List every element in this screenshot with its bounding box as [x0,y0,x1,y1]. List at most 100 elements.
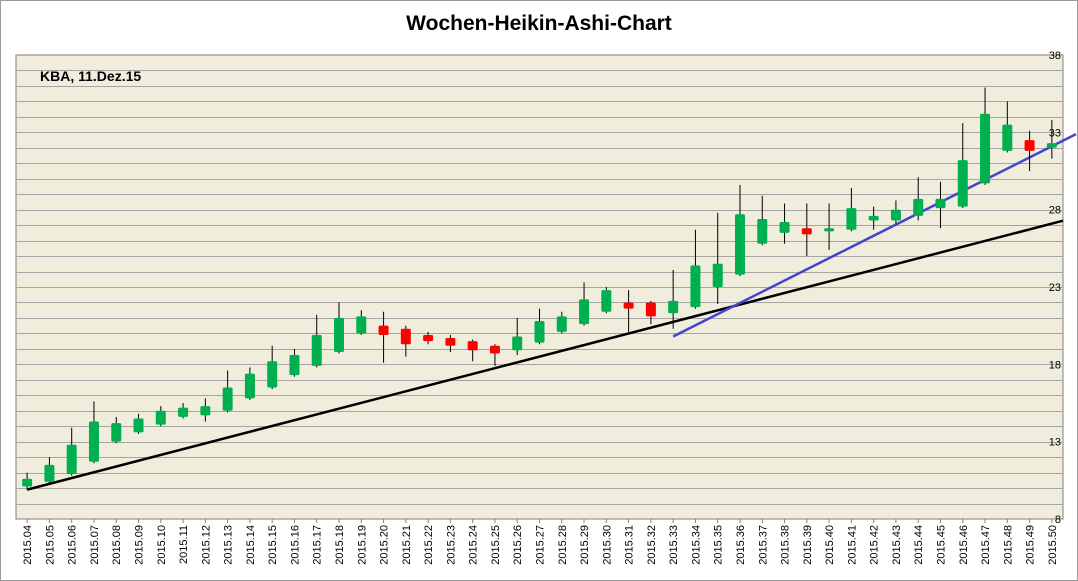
trendline-blue [672,133,1077,338]
candle-body-up [957,160,968,207]
candle-body-up [133,418,144,433]
x-tick-label: 2015.49 [1025,525,1037,565]
candle-body-down [400,328,411,345]
candle [22,472,33,490]
x-tick-label: 2015.11 [178,525,190,564]
y-tick-label: 28 [1049,205,1061,217]
candle [200,398,211,422]
x-tick-label: 2015.31 [624,525,636,565]
candle-body-down [801,228,812,235]
candle-body-up [890,209,901,221]
x-tick-label: 2015.34 [690,525,702,565]
x-tick-label: 2015.17 [312,525,324,565]
x-tick-label: 2015.05 [44,525,56,565]
candle [1002,101,1013,153]
candle [734,184,745,277]
candle [334,302,345,354]
candle-body-up [222,387,233,411]
candle [356,310,367,335]
candle [534,308,545,345]
candle [467,339,478,362]
candle [801,203,812,257]
y-tick-label: 13 [1049,437,1061,449]
candle-body-up [734,214,745,275]
x-tick-label: 2015.14 [245,525,257,565]
candlesticks [22,87,1057,490]
x-tick-label: 2015.47 [980,525,992,565]
x-axis: 2015.04 2015.05 2015.06 2015.07 2015.08 2015.… [22,519,1059,565]
candle-body-down [467,341,478,351]
candle-body-up [155,410,166,425]
x-tick-label: 2015.35 [713,525,725,565]
candle-body-up [244,373,255,399]
candle-body-up [1046,143,1057,148]
candle [1046,119,1057,159]
candle-body-down [623,302,634,309]
candle-body-up [111,423,122,442]
x-tick-label: 2015.24 [468,525,480,565]
y-tick-label: 33 [1049,127,1061,139]
candle [645,300,656,325]
candle [512,317,523,356]
candle-body-down [378,325,389,335]
x-tick-label: 2015.46 [958,525,970,565]
candle-body-up [601,290,612,312]
candle-body-up [88,421,99,462]
chart-title: Wochen-Heikin-Ashi-Chart [406,12,672,35]
x-tick-label: 2015.15 [267,525,279,565]
x-tick-label: 2015.41 [846,525,858,565]
candle-body-down [445,338,456,346]
x-tick-label: 2015.48 [1002,525,1014,565]
candle-body-up [868,215,879,221]
candle-body-up [534,321,545,343]
y-tick-label: 23 [1049,282,1061,294]
candle-body-up [311,334,322,366]
x-tick-label: 2015.42 [869,525,881,565]
candle-body-up [579,299,590,325]
x-tick-label: 2015.18 [334,525,346,565]
candle [623,290,634,332]
x-tick-label: 2015.21 [401,525,413,565]
candle-body-up [356,316,367,334]
candle-body-up [512,336,523,351]
candle-body-down [423,334,434,342]
candle-body-up [178,407,189,417]
candle [957,123,968,209]
candle-body-down [1024,140,1035,151]
x-tick-label: 2015.12 [200,525,212,565]
y-tick-label: 38 [1049,50,1061,62]
x-tick-label: 2015.33 [668,525,680,565]
chart-annotation: KBA, 11.Dez.15 [40,68,141,84]
candle [1024,130,1035,171]
x-tick-label: 2015.16 [289,525,301,565]
trendlines [26,133,1077,491]
candle [556,311,567,334]
x-tick-label: 2015.23 [445,525,457,565]
candle-body-up [757,218,768,244]
candle-body-up [779,222,790,233]
candle [111,416,122,444]
x-tick-label: 2015.26 [512,525,524,565]
candle [890,200,901,224]
candle-body-up [66,444,77,475]
x-tick-label: 2015.25 [490,525,502,565]
candle [779,203,790,244]
candle [311,314,322,368]
x-tick-label: 2015.45 [935,525,947,565]
gridlines [16,70,1063,505]
candle-body-up [334,317,345,352]
candle [378,311,389,363]
candle [690,229,701,309]
candle [489,344,500,366]
x-tick-label: 2015.08 [111,525,123,565]
candle-body-up [289,355,300,376]
x-tick-label: 2015.28 [557,525,569,565]
candle [601,287,612,314]
candle [44,457,55,484]
x-tick-label: 2015.32 [646,525,658,565]
candle-body-up [913,198,924,216]
x-tick-label: 2015.10 [156,525,168,565]
candle [712,212,723,305]
y-tick-label: 18 [1049,359,1061,371]
